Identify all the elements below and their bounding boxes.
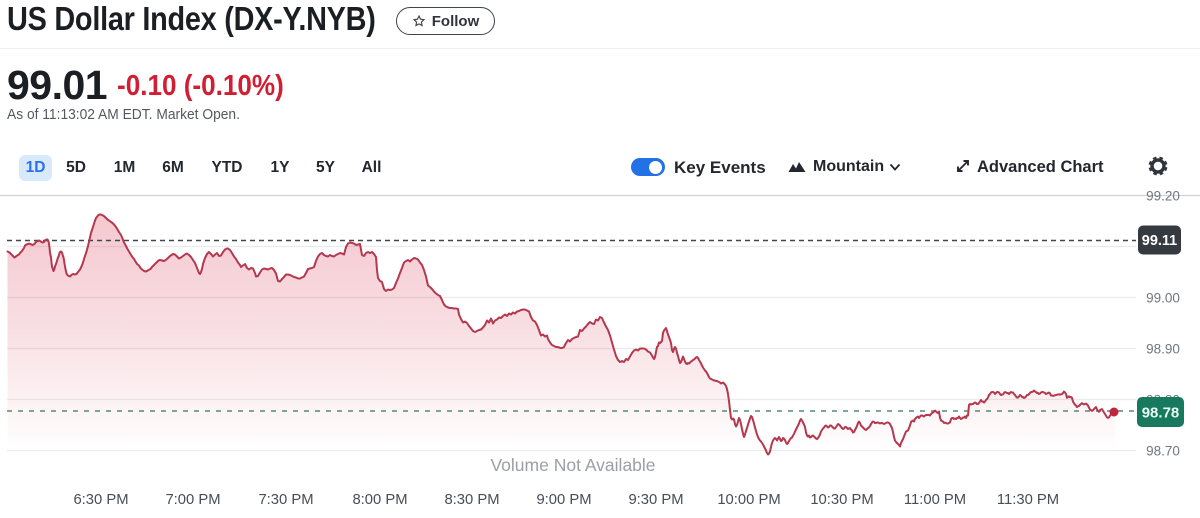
svg-text:11:00 PM: 11:00 PM <box>904 492 966 508</box>
svg-text:8:00 PM: 8:00 PM <box>352 492 407 508</box>
svg-text:98.90: 98.90 <box>1146 342 1180 357</box>
svg-text:Volume Not Available: Volume Not Available <box>490 455 655 475</box>
svg-text:11:30 PM: 11:30 PM <box>997 492 1059 508</box>
svg-text:99.11: 99.11 <box>1142 233 1178 249</box>
svg-text:10:30 PM: 10:30 PM <box>810 492 873 508</box>
svg-text:6:30 PM: 6:30 PM <box>73 492 128 508</box>
svg-text:7:30 PM: 7:30 PM <box>258 492 313 508</box>
svg-text:9:30 PM: 9:30 PM <box>628 492 683 508</box>
svg-text:10:00 PM: 10:00 PM <box>717 492 780 508</box>
svg-text:8:30 PM: 8:30 PM <box>444 492 499 508</box>
svg-text:99.00: 99.00 <box>1146 291 1180 306</box>
svg-text:98.70: 98.70 <box>1146 444 1180 459</box>
svg-text:99.20: 99.20 <box>1146 189 1180 204</box>
svg-text:98.78: 98.78 <box>1142 405 1180 422</box>
svg-text:7:00 PM: 7:00 PM <box>165 492 220 508</box>
svg-text:9:00 PM: 9:00 PM <box>536 492 591 508</box>
